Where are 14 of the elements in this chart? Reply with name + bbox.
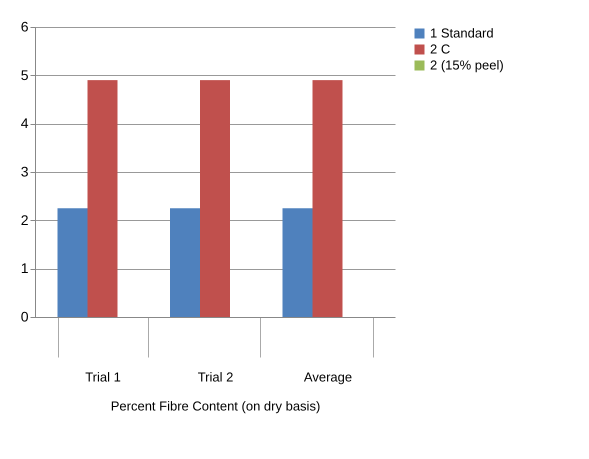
y-tick-label: 2 (20, 212, 29, 228)
x-tick-label: Trial 1 (85, 370, 121, 384)
y-tick-label: 5 (20, 66, 29, 83)
x-tick-label: Average (304, 370, 352, 384)
y-tick-label: 4 (20, 115, 29, 132)
y-tick-label: 1 (20, 260, 29, 276)
y-tick-label: 0 (20, 308, 29, 324)
x-tick-label: Trial 2 (198, 370, 234, 384)
legend-label: 1 Standard (430, 26, 494, 40)
x-axis-title: Percent Fibre Content (on dry basis) (110, 398, 320, 414)
legend-label: 2 C (430, 42, 450, 56)
y-tick-label: 3 (20, 164, 29, 180)
legend-label: 2 (15% peel) (430, 58, 504, 72)
y-tick-label: 6 (20, 18, 29, 34)
